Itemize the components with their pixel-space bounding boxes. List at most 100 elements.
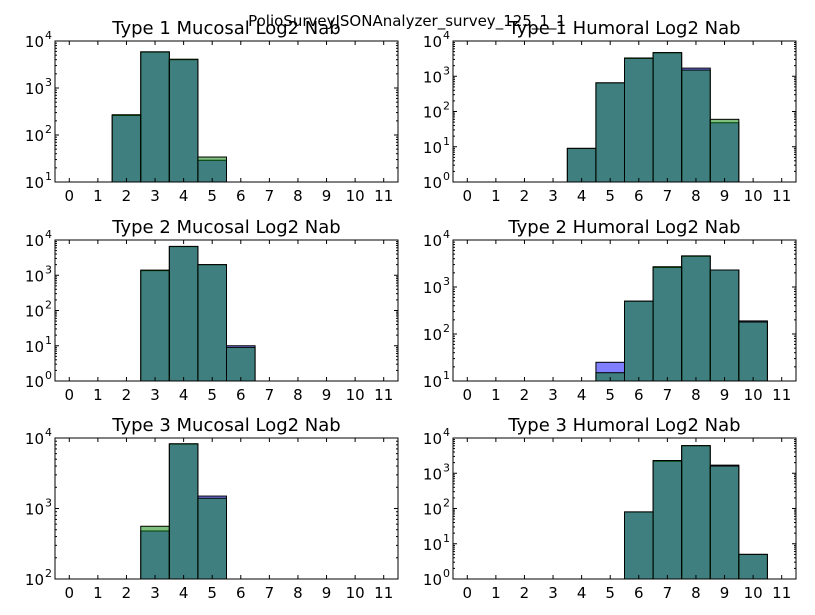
y-tick-base: 10 [423, 571, 442, 589]
y-tick-base: 10 [25, 267, 44, 285]
x-tick-label: 2 [122, 187, 132, 205]
bar-series2-bin-6 [624, 511, 654, 580]
subplot-title: Type 2 Humoral Log2 Nab [507, 217, 740, 238]
x-tick-label: 6 [236, 584, 246, 602]
x-tick-label: 4 [179, 187, 189, 205]
x-tick-label: 9 [322, 386, 332, 404]
y-tick-exponent: 2 [443, 322, 450, 335]
x-tick-label: 5 [605, 386, 615, 404]
x-tick-label: 2 [122, 386, 132, 404]
bar-series2-bin-7 [652, 266, 683, 382]
x-tick-label: 0 [65, 187, 75, 205]
x-tick-label: 0 [463, 584, 473, 602]
x-tick-label: 6 [236, 386, 246, 404]
subplot-title: Type 3 Mucosal Log2 Nab [111, 415, 340, 436]
subplot-title: Type 3 Humoral Log2 Nab [507, 415, 740, 436]
x-tick-label: 11 [374, 386, 393, 404]
x-tick-label: 8 [691, 386, 701, 404]
y-tick-base: 10 [25, 303, 44, 321]
y-tick-base: 10 [423, 501, 442, 519]
x-tick-label: 1 [93, 187, 103, 205]
y-tick-exponent: 2 [45, 567, 52, 580]
x-tick-label: 5 [207, 584, 217, 602]
y-tick-base: 10 [423, 174, 442, 192]
y-tick-label: 10 1 [25, 334, 52, 356]
x-tick-label: 7 [663, 187, 673, 205]
x-tick-label: 3 [548, 386, 558, 404]
y-tick-label: 10 2 [423, 100, 450, 122]
bar-series2-bin-8 [681, 69, 711, 183]
y-tick-label: 10 1 [423, 532, 450, 554]
x-tick-label: 7 [265, 187, 275, 205]
y-tick-label: 10 0 [25, 369, 52, 391]
y-tick-exponent: 3 [45, 76, 52, 89]
bar-series2-bin-9 [709, 269, 740, 382]
y-tick-exponent: 4 [443, 29, 450, 42]
y-tick-label: 10 2 [423, 322, 450, 344]
y-tick-exponent: 1 [443, 532, 450, 545]
y-tick-label: 10 3 [423, 461, 450, 483]
x-tick-label: 8 [293, 187, 303, 205]
y-tick-exponent: 3 [45, 497, 52, 510]
x-tick-label: 4 [179, 584, 189, 602]
x-tick-label: 4 [577, 584, 587, 602]
plot-frame [452, 239, 797, 382]
bar-series2-bin-8 [681, 255, 711, 382]
subplot-title: Type 1 Humoral Log2 Nab [507, 18, 740, 39]
x-tick-label: 5 [605, 584, 615, 602]
y-tick-base: 10 [423, 139, 442, 157]
bar-series2-bin-6 [624, 57, 654, 183]
y-tick-label: 10 1 [423, 135, 450, 157]
y-tick-label: 10 4 [423, 228, 450, 250]
y-tick-exponent: 2 [443, 497, 450, 510]
bar-series2-bin-2 [111, 114, 142, 183]
x-tick-label: 6 [634, 386, 644, 404]
bar-series2-bin-6 [226, 346, 256, 382]
x-tick-label: 2 [520, 187, 530, 205]
y-tick-base: 10 [25, 430, 44, 448]
x-tick-label: 3 [150, 187, 160, 205]
x-tick-label: 7 [265, 386, 275, 404]
x-tick-label: 4 [577, 187, 587, 205]
y-tick-base: 10 [25, 80, 44, 98]
y-tick-exponent: 0 [443, 170, 450, 183]
bar-series2-bin-9 [709, 465, 740, 580]
x-tick-label: 11 [772, 584, 791, 602]
y-tick-label: 10 4 [423, 426, 450, 448]
y-tick-exponent: 1 [443, 369, 450, 382]
bar-series2-bin-10 [738, 321, 768, 382]
x-tick-label: 9 [322, 584, 332, 602]
y-tick-label: 10 3 [25, 263, 52, 285]
y-tick-exponent: 0 [45, 369, 52, 382]
x-tick-label: 11 [772, 187, 791, 205]
x-tick-label: 2 [122, 584, 132, 602]
y-tick-exponent: 1 [443, 135, 450, 148]
x-tick-label: 11 [772, 386, 791, 404]
y-tick-base: 10 [423, 536, 442, 554]
y-tick-base: 10 [25, 33, 44, 51]
x-tick-label: 6 [634, 187, 644, 205]
y-tick-label: 10 1 [423, 369, 450, 391]
y-tick-exponent: 1 [45, 334, 52, 347]
x-tick-label: 5 [207, 386, 217, 404]
y-tick-base: 10 [423, 326, 442, 344]
y-tick-exponent: 2 [45, 299, 52, 312]
x-tick-label: 4 [179, 386, 189, 404]
y-tick-exponent: 4 [443, 426, 450, 439]
y-tick-base: 10 [423, 33, 442, 51]
x-tick-label: 2 [520, 386, 530, 404]
y-tick-exponent: 2 [443, 100, 450, 113]
x-tick-label: 7 [663, 584, 673, 602]
x-tick-label: 9 [720, 187, 730, 205]
y-tick-base: 10 [25, 373, 44, 391]
y-tick-base: 10 [423, 279, 442, 297]
y-tick-label: 10 1 [25, 170, 52, 192]
x-tick-label: 10 [346, 187, 365, 205]
y-tick-exponent: 4 [45, 228, 52, 241]
bar-series2-bin-3 [140, 51, 170, 183]
y-tick-base: 10 [423, 104, 442, 122]
x-tick-label: 8 [293, 386, 303, 404]
x-tick-label: 1 [491, 386, 501, 404]
